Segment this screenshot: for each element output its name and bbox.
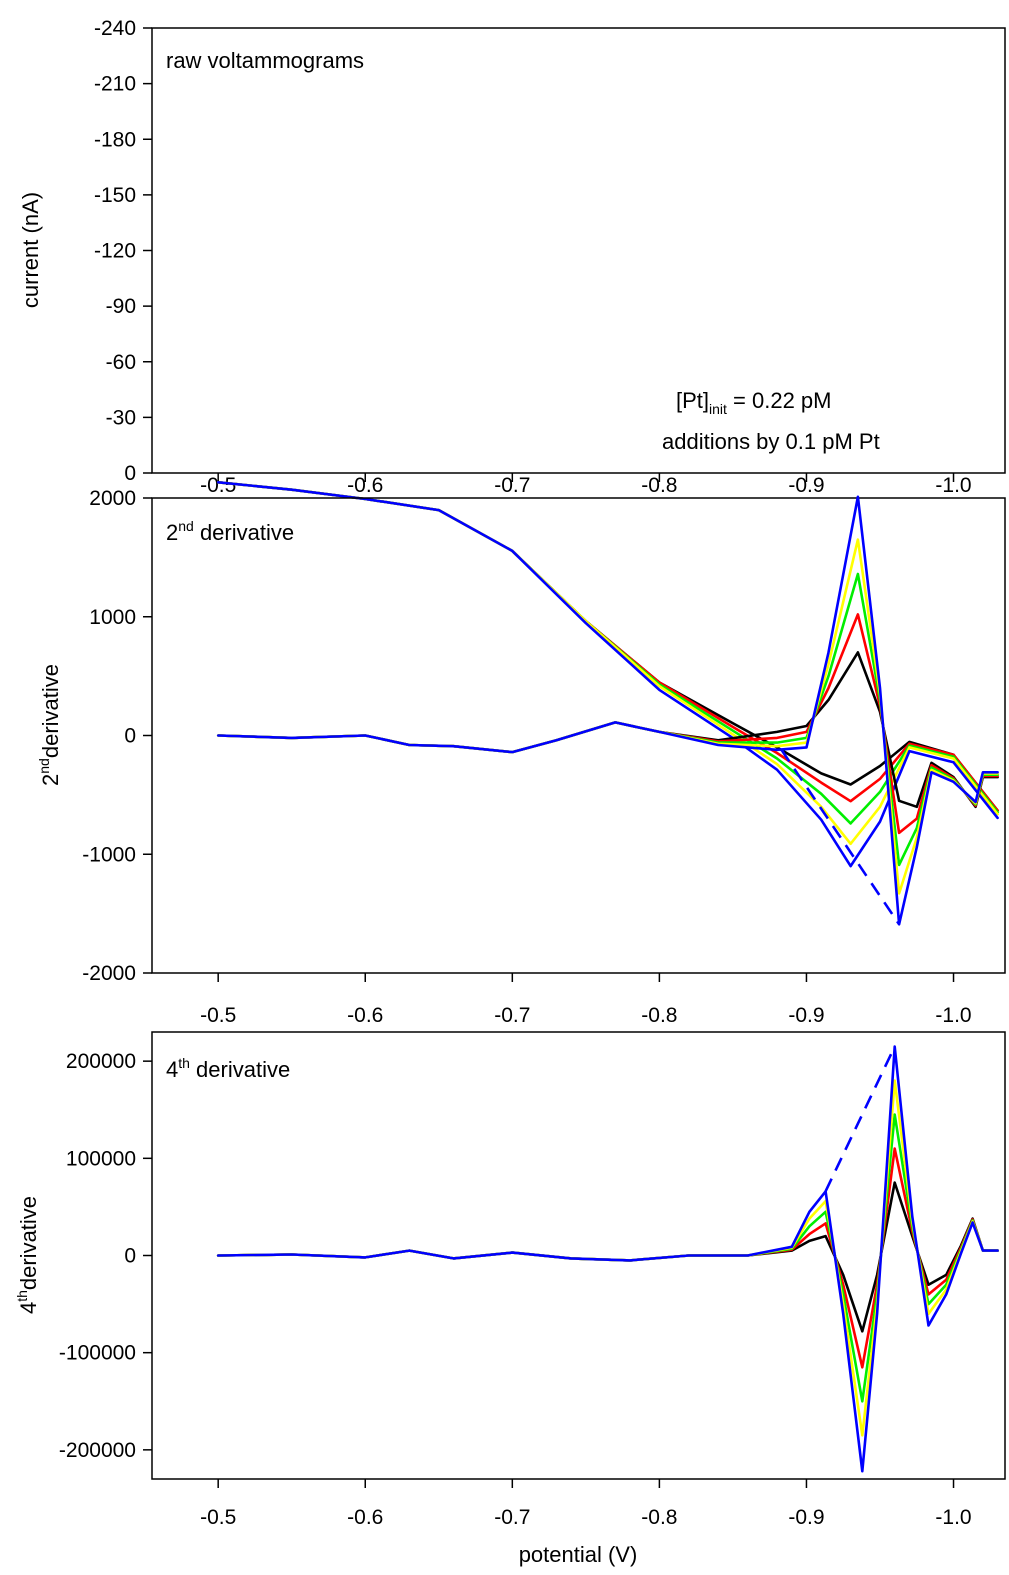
y-tick-label: -2000 [82,962,136,985]
x-tick-label: -0.8 [641,1506,677,1529]
y-tick-label: 0 [124,1245,136,1268]
x-ticks-raw: -0.5 -0.6 -0.7 -0.8 -0.9 -1.0 [200,473,972,497]
series-line-3 [216,481,999,825]
x-tick-label: -0.8 [641,474,677,497]
y-tick-label: -240 [94,17,136,40]
panel-label-2nd-sup: nd [178,518,194,534]
y-tick-label: 1000 [89,606,136,629]
y-axis-title-2nd-rest: derivative [38,664,63,758]
y-tick-label: 200000 [66,1050,136,1073]
y-axis-title-2nd-sup: nd [36,758,52,774]
x-tick-label: -0.6 [347,1506,383,1529]
panel-label-2nd-rest: derivative [194,520,294,545]
panel-label-2nd-base: 2 [166,520,178,545]
x-tick-label: -0.5 [200,474,236,497]
y-tick-label: 0 [124,462,136,485]
y-axis-title-4th-rest: derivative [16,1196,41,1290]
baseline-dashed-line [824,1046,896,1192]
y-axis-title-4th-sup: th [14,1290,30,1302]
annotation-concentration: [Pt]init = 0.22 pM [676,388,832,417]
panel-label-raw: raw voltammograms [166,48,364,73]
series-line-5 [216,481,999,868]
panel-raw: 0-30-60-90-120-150-180-210-240 -0.5 -0.6-… [18,17,1006,868]
y-tick-label: -120 [94,240,136,263]
x-ticks-4th: -0.5 -0.6 -0.7 -0.8 -0.9 -1.0 [200,1479,972,1529]
annotation-pt-suffix: = 0.22 pM [727,388,832,413]
y-ticks-4th: -200000 -100000 0 100000 200000 [59,1050,152,1462]
annotation-pt-prefix: [Pt] [676,388,709,413]
series-4th [216,1045,999,1473]
y-tick-label: -1000 [82,843,136,866]
panel-label-4th-sup: th [178,1055,190,1071]
x-tick-label: -0.7 [494,1506,530,1529]
x-ticks-2nd: -0.5 -0.6 -0.7 -0.8 -0.9 -1.0 [200,973,972,1027]
annotation-additions: additions by 0.1 pM Pt [662,429,880,454]
panel-label-4th: 4th derivative [166,1055,290,1082]
x-tick-label: -0.6 [347,1004,383,1027]
y-tick-label: 100000 [66,1147,136,1170]
y-axis-title-raw: current (nA) [18,192,43,308]
x-tick-label: -1.0 [935,1004,971,1027]
y-tick-label: -210 [94,73,136,96]
x-tick-label: -0.6 [347,474,383,497]
y-axis-title-4th: 4thderivative [14,1196,41,1314]
x-tick-label: -0.7 [494,1004,530,1027]
x-tick-label: -0.7 [494,474,530,497]
panel-label-2nd: 2nd derivative [166,518,294,545]
x-tick-label: -0.8 [641,1004,677,1027]
x-tick-label: -0.9 [788,1004,824,1027]
x-tick-label: -0.9 [788,474,824,497]
series-line-1 [216,481,999,812]
y-tick-label: -180 [94,128,136,151]
plot-frame-2nd [151,497,1006,974]
y-axis-title-2nd: 2ndderivative [36,664,63,786]
y-ticks-raw: 0 -30 -60 -90 -120 -150 -180 -210 -240 [94,17,152,485]
y-ticks-2nd: -2000 -1000 0 1000 2000 [82,487,152,985]
y-tick-label: 0 [124,725,136,748]
annotation-pt-subscript: init [709,401,727,417]
x-tick-label: -0.5 [200,1004,236,1027]
plot-frame-raw [151,27,1006,474]
y-axis-title-2nd-base: 2 [38,774,63,786]
y-tick-label: -150 [94,184,136,207]
y-tick-label: -200000 [59,1439,136,1462]
panel-4th: -200000 -100000 0 100000 200000 -0.5 -0.6 -0.7… [14,1031,1006,1567]
series-line-5 [216,495,999,926]
panel-label-4th-rest: derivative [190,1057,290,1082]
panel-label-4th-base: 4 [166,1057,178,1082]
x-axis-title: potential (V) [519,1542,638,1567]
panel-2nd: -2000 -1000 0 1000 2000 -0.5 -0.6 -0.7 -0.8 -0.9… [36,487,1006,1027]
y-tick-label: -100000 [59,1342,136,1365]
x-tick-label: -1.0 [935,474,971,497]
baseline-dashed-line [780,749,901,926]
series-2nd [216,495,999,926]
y-tick-label: -90 [106,295,136,318]
series-line-5 [216,1045,999,1473]
y-tick-label: 2000 [89,487,136,510]
x-tick-label: -0.5 [200,1506,236,1529]
x-tick-label: -1.0 [935,1506,971,1529]
series-raw [216,481,999,868]
series-line-1 [216,651,999,809]
series-line-2 [216,481,999,812]
x-tick-label: -0.9 [788,1506,824,1529]
y-axis-title-4th-base: 4 [16,1302,41,1314]
y-tick-label: -30 [106,406,136,429]
y-tick-label: -60 [106,351,136,374]
